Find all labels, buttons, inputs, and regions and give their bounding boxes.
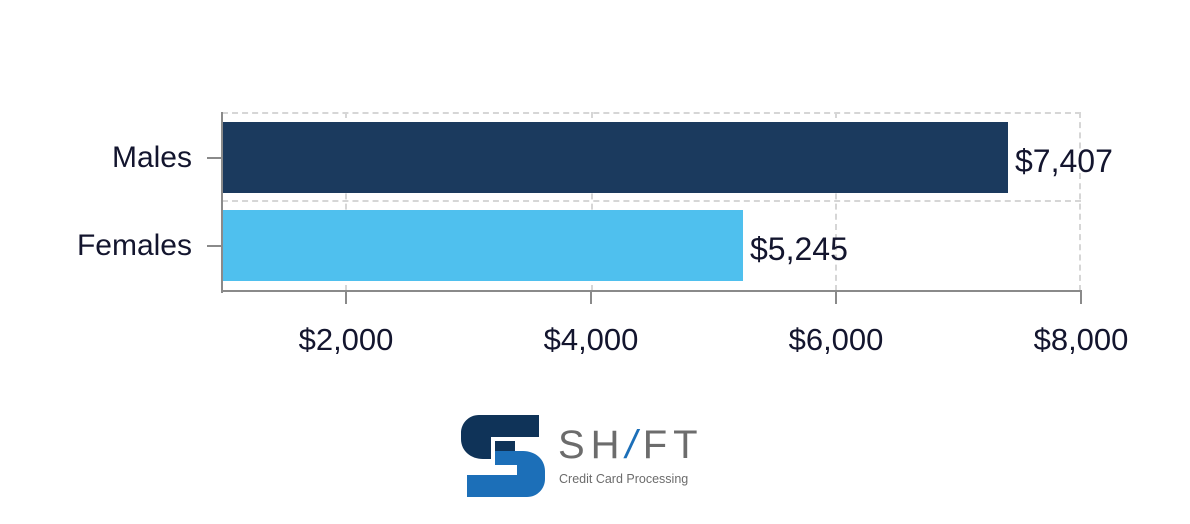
gridline-vertical <box>835 112 837 291</box>
x-axis-line <box>221 290 1082 292</box>
y-axis-line <box>221 112 223 293</box>
gridline-vertical <box>1079 112 1081 291</box>
y-tick <box>207 245 221 247</box>
shift-tagline: Credit Card Processing <box>559 472 689 486</box>
value-label-males: $7,407 <box>1015 143 1113 179</box>
shift-logo-mark-icon <box>461 415 545 497</box>
x-tick <box>1080 291 1082 304</box>
value-label-females: $5,245 <box>750 231 848 267</box>
shift-logo: SH/FT Credit Card Processing <box>461 415 711 500</box>
y-tick <box>207 157 221 159</box>
x-tick <box>345 291 347 304</box>
x-tick-label: $4,000 <box>543 322 639 357</box>
gridline-vertical <box>345 112 347 291</box>
bar-chart: Males Females $7,407 $5,245 $2,000 $4,00… <box>76 112 1129 357</box>
bar-males <box>223 122 1008 193</box>
bar-females <box>223 210 743 281</box>
category-label-males: Males <box>111 141 192 174</box>
gridline-vertical <box>591 112 593 291</box>
shift-wordmark: SH/FT <box>558 423 704 467</box>
gridline-horizontal <box>222 200 1081 202</box>
category-label-females: Females <box>76 229 192 262</box>
x-tick-label: $6,000 <box>788 322 884 357</box>
x-tick-label: $2,000 <box>298 322 394 357</box>
gridline-horizontal <box>222 112 1081 114</box>
x-tick <box>590 291 592 304</box>
x-tick <box>835 291 837 304</box>
plot-area <box>222 112 1081 291</box>
x-tick-label: $8,000 <box>1033 322 1129 357</box>
